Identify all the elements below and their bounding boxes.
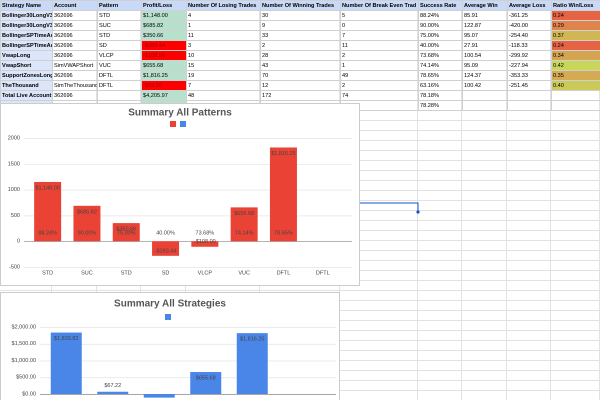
rate-label: 75.00%	[117, 231, 136, 237]
bar	[50, 332, 82, 394]
rate-label: 78.65%	[274, 231, 293, 237]
value-label: -$283.44	[155, 248, 177, 254]
rate-label: 88.24%	[38, 231, 57, 237]
y-tick-label: 1000	[8, 187, 20, 193]
connector-handle	[416, 210, 420, 214]
bar	[112, 223, 140, 242]
value-label: $655.68	[234, 211, 254, 217]
value-label: $1,148.00	[35, 185, 59, 191]
legend-swatch	[170, 121, 176, 127]
value-label: $67.22	[104, 383, 121, 389]
bar	[143, 394, 175, 398]
table-row: Bollinger30LongV3 362696 STD $1,148.00 4 30 5 8…	[0, 10, 600, 21]
rate-label: 40.00%	[156, 231, 175, 237]
bar	[152, 241, 180, 256]
y-tick-label: $0.00	[22, 391, 36, 397]
y-tick-label: $2,000.00	[12, 324, 36, 330]
value-label: -$108.00	[194, 239, 216, 245]
legend-swatch	[165, 314, 171, 320]
value-label: $685.82	[77, 209, 97, 215]
y-tick-label: $500.00	[16, 375, 36, 381]
bar	[73, 205, 101, 242]
x-tick-label: VLCP	[198, 270, 213, 276]
value-label: $350.66	[116, 227, 136, 233]
x-tick-label: VUC	[238, 270, 250, 276]
rate-label: 74.14%	[235, 231, 254, 237]
y-tick-label: 0	[17, 239, 20, 245]
bar	[230, 207, 258, 242]
value-label: $1,816.25	[271, 151, 295, 157]
x-tick-label: DFTL	[277, 270, 291, 276]
value-label: $1,833.82	[54, 336, 78, 342]
chart-title: Summary All Patterns	[128, 108, 232, 119]
x-tick-label: DFTL	[316, 270, 330, 276]
bar	[236, 333, 268, 394]
bar	[190, 372, 222, 394]
table-row: VwapShort SimVWAPShort VUC $655.68 15 43 1 74.1…	[0, 60, 600, 71]
x-tick-label: STD	[121, 270, 132, 276]
y-tick-label: $1,500.00	[12, 341, 36, 347]
table-row: Bollinger30LongV3 362696 SUC $685.82 1 9 0 90.0…	[0, 20, 600, 31]
x-tick-label: STD	[42, 270, 53, 276]
value-label: $655.68	[196, 375, 216, 381]
y-tick-label: 2000	[8, 135, 20, 141]
y-tick-label: 500	[11, 213, 20, 219]
bar	[191, 241, 219, 247]
y-tick-label: -500	[9, 264, 20, 270]
value-label: $1,816.25	[240, 337, 264, 343]
legend-swatch	[180, 121, 186, 127]
y-tick-label: 1500	[8, 161, 20, 167]
rate-label: 90.00%	[78, 231, 97, 237]
connector	[360, 202, 419, 212]
bar	[34, 181, 62, 242]
table-row: TheThousand SimTheThousand DFTL -$59.00 7 12 2…	[0, 80, 600, 91]
bar	[269, 147, 297, 242]
x-tick-label: SUC	[81, 270, 93, 276]
rate-label: 73.68%	[196, 231, 215, 237]
chart-title: Summary All Strategies	[114, 299, 226, 310]
bar	[97, 391, 129, 394]
x-tick-label: SD	[162, 270, 170, 276]
y-tick-label: $1,000.00	[12, 358, 36, 364]
